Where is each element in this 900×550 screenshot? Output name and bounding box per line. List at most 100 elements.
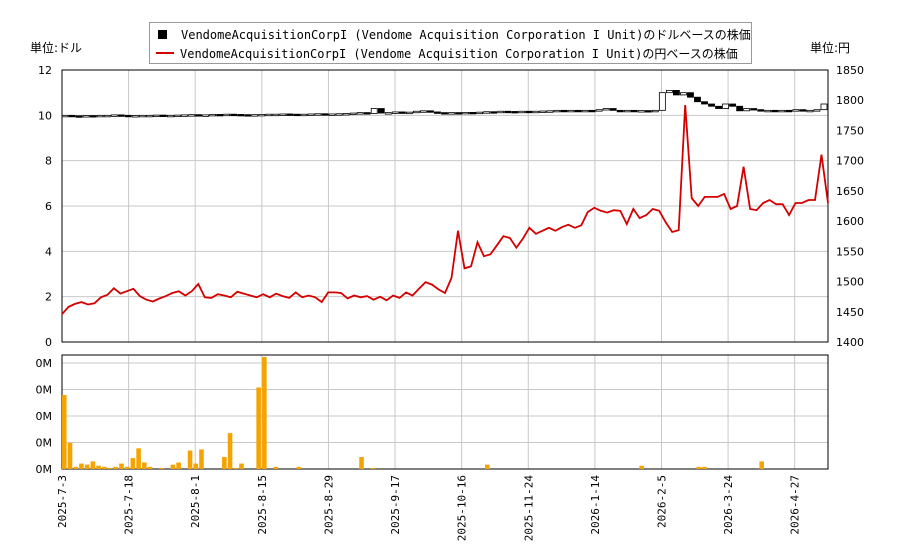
right-tick-label: 1450 <box>836 306 864 319</box>
usd-candle <box>209 114 217 117</box>
usd-candle <box>518 110 526 114</box>
usd-candle <box>623 109 631 113</box>
date-tick-label: 2025-7-18 <box>123 475 136 535</box>
volume-bar <box>233 467 239 469</box>
date-tick-label: 2025-9-17 <box>389 475 402 535</box>
right-tick-label: 1650 <box>836 185 864 198</box>
usd-candle <box>96 114 104 118</box>
volume-plot-frame <box>61 354 829 470</box>
usd-candle <box>525 110 533 114</box>
usd-candle <box>230 113 238 117</box>
volume-bar <box>130 458 136 469</box>
volume-bar <box>485 464 490 469</box>
usd-candle <box>286 113 294 116</box>
date-axis-labels: 2025-7-3 2025-7-18 2025-8-1 2025-8-15 2025-8… <box>56 475 802 542</box>
volume-bar <box>142 462 147 469</box>
usd-candle <box>321 113 329 116</box>
volume-bar <box>113 466 119 469</box>
usd-candle <box>490 111 498 114</box>
right-tick-label: 1600 <box>836 215 864 228</box>
usd-candle <box>743 108 751 112</box>
left-tick-label: 10 <box>38 109 52 122</box>
usd-candle <box>546 110 554 113</box>
legend-usd-label: VendomeAcquisitionCorpI (Vendome Acquisi… <box>181 27 751 42</box>
usd-candle <box>694 96 701 103</box>
volume-bar <box>256 387 261 469</box>
date-tick-label: 2026-3-24 <box>722 475 735 535</box>
volume-grid <box>61 355 828 470</box>
usd-candle <box>757 109 765 112</box>
usd-swatch-icon <box>158 29 167 39</box>
usd-candle <box>307 113 315 116</box>
usd-candle <box>61 114 69 118</box>
usd-candle <box>469 111 477 115</box>
date-tick-label: 2026-4-27 <box>789 475 802 535</box>
left-tick-label: 12 <box>38 64 52 77</box>
usd-candle <box>335 113 343 116</box>
volume-tick-label: 0M <box>36 410 53 423</box>
jpy-swatch-icon <box>156 52 174 54</box>
usd-candle <box>405 111 413 115</box>
volume-bar <box>102 466 107 469</box>
usd-candle <box>82 115 90 118</box>
usd-candle <box>630 109 638 113</box>
volume-tick-label: 0M <box>36 463 53 476</box>
usd-candle <box>511 111 519 114</box>
usd-candle <box>398 111 406 114</box>
jpy-series-line <box>61 105 829 315</box>
date-tick-label: 2026-1-14 <box>589 475 602 535</box>
date-tick-label: 2025-8-15 <box>256 475 269 535</box>
usd-candle <box>237 114 245 117</box>
right-tick-label: 1500 <box>836 276 864 289</box>
left-tick-label: 4 <box>45 245 52 258</box>
right-tick-label: 1850 <box>836 64 864 77</box>
usd-candle <box>771 109 779 113</box>
usd-candle <box>244 114 252 117</box>
volume-bar <box>79 463 84 469</box>
left-tick-label: 0 <box>45 336 52 349</box>
volume-bar <box>359 457 364 469</box>
left-tick-label: 6 <box>45 200 52 213</box>
volume-bar <box>193 463 199 469</box>
volume-bar <box>227 433 233 469</box>
volume-bar <box>124 466 130 469</box>
usd-candle <box>377 108 385 114</box>
usd-candle <box>764 109 772 113</box>
usd-candle <box>701 101 708 105</box>
usd-candle <box>813 109 821 112</box>
date-tick-label: 2025-8-1 <box>189 475 202 528</box>
volume-bar <box>84 464 90 469</box>
usd-candle <box>497 110 505 114</box>
usd-candle <box>708 103 715 107</box>
usd-candle <box>722 103 730 109</box>
usd-candle <box>715 105 722 109</box>
legend-item-usd: VendomeAcquisitionCorpI (Vendome Acquisi… <box>156 25 751 43</box>
volume-bar <box>639 465 644 469</box>
volume-bar <box>187 450 193 469</box>
usd-candle <box>434 111 441 114</box>
usd-candle <box>799 109 807 112</box>
usd-candle <box>384 112 392 115</box>
usd-candle <box>455 112 462 115</box>
usd-candle <box>363 112 371 115</box>
volume-bar <box>176 462 181 469</box>
usd-candle <box>293 113 301 117</box>
usd-candle <box>539 110 547 113</box>
usd-candles <box>61 90 828 118</box>
usd-candle <box>75 115 83 118</box>
usd-candle <box>314 113 322 116</box>
usd-candle <box>785 109 793 113</box>
usd-candle <box>504 110 512 114</box>
usd-candle <box>680 92 687 96</box>
usd-candle <box>370 108 378 114</box>
usd-candle <box>356 112 364 115</box>
volume-bar <box>239 463 244 469</box>
volume-axes: 0M 0M 0M 0M 0M <box>36 354 829 476</box>
usd-candle <box>195 114 202 117</box>
usd-candle <box>581 109 589 113</box>
usd-candle <box>644 110 652 113</box>
usd-candle <box>651 109 659 113</box>
volume-bar <box>702 466 707 469</box>
usd-candle <box>258 114 266 117</box>
volume-bar <box>107 467 113 469</box>
